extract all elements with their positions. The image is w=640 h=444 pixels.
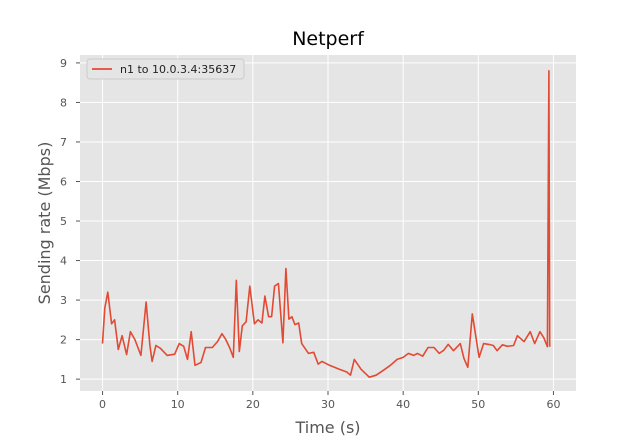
x-axis-label: Time (s)	[294, 418, 360, 437]
x-tick-label: 10	[171, 398, 185, 411]
y-axis-ticks: 1 2 3 4 5 6 7 8 9	[60, 57, 80, 386]
y-axis-label: Sending rate (Mbps)	[35, 142, 54, 305]
y-tick-label: 1	[60, 373, 67, 386]
x-tick-label: 30	[321, 398, 335, 411]
chart-title: Netperf	[292, 28, 365, 50]
x-tick-label: 40	[396, 398, 410, 411]
legend-box	[86, 58, 245, 80]
x-tick-label: 20	[246, 398, 260, 411]
x-tick-label: 60	[546, 398, 560, 411]
y-tick-label: 7	[60, 136, 67, 149]
x-axis-ticks: 0 10 20 30 40 50 60	[99, 391, 560, 411]
grid	[80, 55, 576, 391]
y-tick-label: 9	[60, 57, 67, 70]
x-tick-label: 0	[99, 398, 106, 411]
series-line-0	[101, 70, 551, 379]
y-tick-label: 5	[60, 215, 67, 228]
series-group	[101, 70, 551, 379]
y-tick-label: 4	[60, 255, 67, 268]
y-tick-label: 2	[60, 334, 67, 347]
y-tick-label: 6	[60, 175, 67, 188]
x-tick-label: 50	[471, 398, 485, 411]
legend-label: n1 to 10.0.3.4:35637	[120, 63, 236, 76]
y-tick-label: 8	[60, 96, 67, 109]
y-tick-label: 3	[60, 294, 67, 307]
legend: n1 to 10.0.3.4:35637	[86, 58, 245, 80]
